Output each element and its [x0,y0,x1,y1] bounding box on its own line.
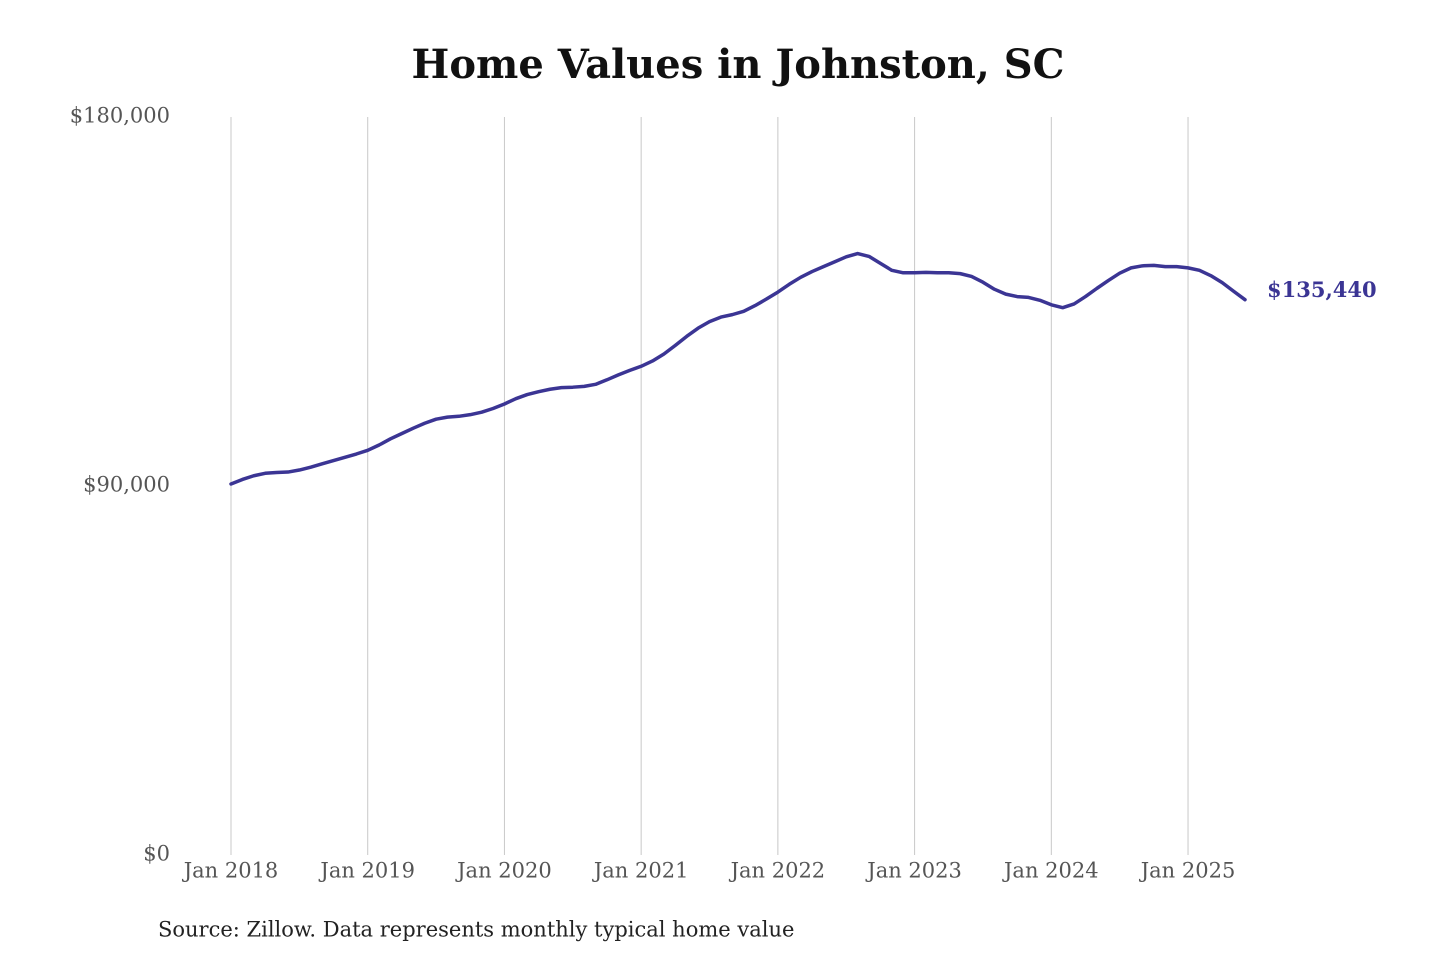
y-tick-label: $90,000 [83,473,170,497]
chart-title: Home Values in Johnston, SC [412,41,1065,88]
value-label: $135,440 [1267,277,1377,302]
y-tick-label: $180,000 [70,104,170,128]
x-tick-label: Jan 2022 [729,859,826,883]
x-tick-label: Jan 2023 [865,859,962,883]
y-tick-label: $0 [143,842,170,866]
line [229,251,1247,486]
x-tick-label: Jan 2020 [455,859,552,883]
x-tick-label: Jan 2021 [592,859,689,883]
x-tick-label: Jan 2025 [1139,859,1236,883]
caption: Source: Zillow. Data represents monthly … [158,918,794,942]
x-tick-label: Jan 2024 [1002,859,1099,883]
x-tick-label: Jan 2019 [318,859,415,883]
x-tick-label: Jan 2018 [182,859,279,883]
